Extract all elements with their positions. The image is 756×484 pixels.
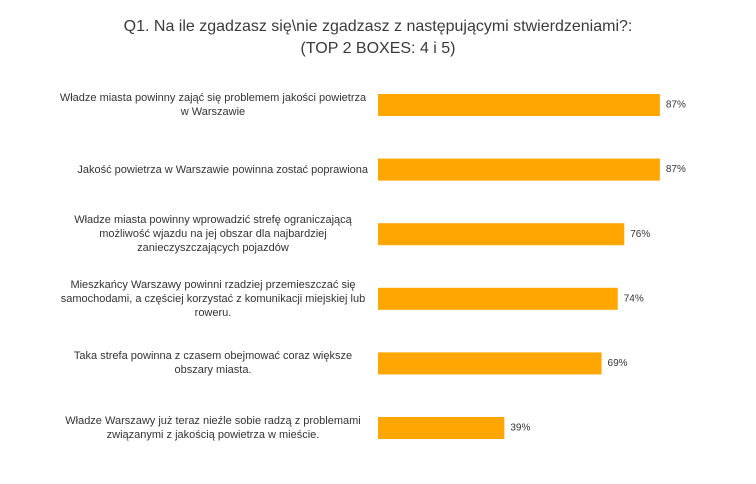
- category-label: Taka strefa powinna z czasem obejmować c…: [40, 339, 368, 387]
- category-label: Mieszkańcy Warszawy powinni rzadziej prz…: [40, 275, 368, 323]
- bar: [378, 158, 660, 181]
- category-label: Władze miasta powinny wprowadzić strefę …: [40, 210, 368, 258]
- bar: [378, 223, 625, 246]
- category-text: Władze Warszawy już teraz nieźle sobie r…: [65, 415, 361, 441]
- category-text: Jakość powietrza w Warszawie powinna zos…: [77, 163, 368, 176]
- category-label: Jakość powietrza w Warszawie powinna zos…: [40, 146, 368, 194]
- category-text: Taka strefa powinna z czasem obejmować c…: [73, 350, 353, 377]
- chart-subtitle: (TOP 2 BOXES: 4 i 5): [300, 40, 456, 57]
- value-label: 74%: [624, 293, 644, 304]
- bar: [378, 287, 618, 310]
- category-text: Władze miasta powinny wprowadzić strefę …: [74, 214, 352, 255]
- bar: [378, 352, 602, 375]
- category-text: Mieszkańcy Warszawy powinni rzadziej prz…: [60, 278, 366, 319]
- category-label: Władze miasta powinny zająć się probleme…: [40, 81, 368, 129]
- category-label: Władze Warszawy już teraz nieźle sobie r…: [40, 404, 368, 452]
- value-label: 87%: [666, 164, 686, 175]
- value-label: 39%: [510, 423, 530, 434]
- chart-title: Q1. Na ile zgadzasz się\nie zgadzasz z n…: [123, 18, 633, 35]
- value-label: 69%: [608, 358, 628, 369]
- bar: [378, 94, 660, 116]
- bar: [378, 417, 505, 439]
- value-label: 76%: [630, 229, 650, 240]
- value-label: 87%: [666, 100, 686, 111]
- category-text: Władze miasta powinny zająć się probleme…: [59, 92, 367, 118]
